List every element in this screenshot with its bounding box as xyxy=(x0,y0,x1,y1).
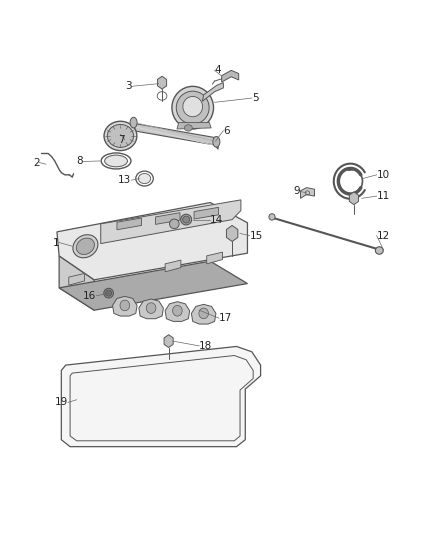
Text: 18: 18 xyxy=(199,341,212,351)
Ellipse shape xyxy=(76,238,95,254)
Text: 15: 15 xyxy=(250,231,263,240)
Ellipse shape xyxy=(173,305,182,316)
Ellipse shape xyxy=(213,136,220,147)
Polygon shape xyxy=(164,335,173,348)
Text: 12: 12 xyxy=(377,231,390,240)
Polygon shape xyxy=(59,256,94,310)
Polygon shape xyxy=(134,118,218,149)
Polygon shape xyxy=(165,302,190,321)
Ellipse shape xyxy=(269,214,275,220)
Ellipse shape xyxy=(107,125,134,147)
Text: 9: 9 xyxy=(293,187,300,196)
Ellipse shape xyxy=(146,303,156,313)
Polygon shape xyxy=(117,218,141,230)
Text: 11: 11 xyxy=(377,191,390,201)
Polygon shape xyxy=(155,213,180,224)
Ellipse shape xyxy=(120,300,130,311)
Text: 2: 2 xyxy=(33,158,39,167)
Ellipse shape xyxy=(375,247,383,254)
Text: 13: 13 xyxy=(118,175,131,185)
Polygon shape xyxy=(226,225,238,241)
Text: 4: 4 xyxy=(215,66,221,75)
Text: 16: 16 xyxy=(83,291,96,301)
Text: 5: 5 xyxy=(252,93,258,103)
Ellipse shape xyxy=(172,86,214,129)
Ellipse shape xyxy=(105,155,127,167)
Polygon shape xyxy=(101,200,241,244)
Ellipse shape xyxy=(184,125,192,131)
Ellipse shape xyxy=(170,219,179,229)
Text: 6: 6 xyxy=(223,126,230,135)
Ellipse shape xyxy=(199,308,208,319)
Text: 7: 7 xyxy=(118,135,125,144)
Polygon shape xyxy=(194,207,219,219)
Text: 1: 1 xyxy=(53,238,59,247)
Text: 14: 14 xyxy=(210,215,223,224)
Polygon shape xyxy=(202,83,223,101)
Polygon shape xyxy=(207,252,223,264)
Polygon shape xyxy=(177,123,211,129)
Ellipse shape xyxy=(104,288,113,298)
Polygon shape xyxy=(350,192,358,205)
Polygon shape xyxy=(69,273,85,285)
Text: 3: 3 xyxy=(125,82,131,91)
Ellipse shape xyxy=(176,91,209,124)
Polygon shape xyxy=(165,260,181,272)
Polygon shape xyxy=(57,203,247,280)
Ellipse shape xyxy=(183,96,202,117)
Ellipse shape xyxy=(180,214,192,225)
Polygon shape xyxy=(113,296,137,316)
Polygon shape xyxy=(191,304,216,324)
Ellipse shape xyxy=(104,122,137,151)
Text: 8: 8 xyxy=(77,157,83,166)
Ellipse shape xyxy=(138,174,151,183)
Ellipse shape xyxy=(183,216,190,223)
Text: 19: 19 xyxy=(55,398,68,407)
Polygon shape xyxy=(139,299,163,319)
Polygon shape xyxy=(59,261,247,310)
Polygon shape xyxy=(222,70,239,82)
Ellipse shape xyxy=(106,290,112,296)
Ellipse shape xyxy=(130,117,137,128)
Polygon shape xyxy=(61,346,261,447)
Text: 17: 17 xyxy=(219,313,232,323)
Text: 10: 10 xyxy=(377,170,390,180)
Ellipse shape xyxy=(73,235,98,258)
Polygon shape xyxy=(300,188,314,198)
Polygon shape xyxy=(158,76,166,89)
